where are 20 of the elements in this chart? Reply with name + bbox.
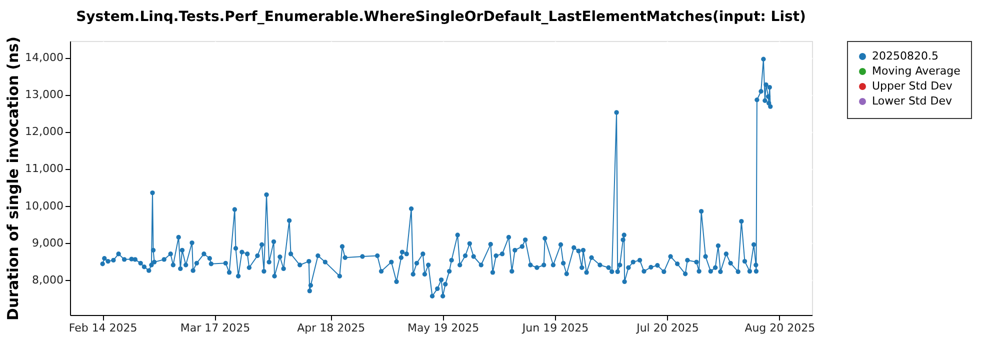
- x-tick-label: Aug 20 2025: [744, 322, 816, 334]
- y-tick-label: 10,000: [25, 199, 64, 212]
- x-tick-label: May 19 2025: [407, 322, 480, 334]
- y-tick-label: 13,000: [25, 88, 64, 102]
- y-tick-label: 11,000: [25, 162, 64, 176]
- legend-label: 20250820.5: [872, 50, 938, 62]
- legend-label: Lower Std Dev: [872, 94, 952, 108]
- x-tick-label: Apr 18 2025: [297, 322, 366, 334]
- y-tick-label: 8,000: [32, 273, 64, 286]
- x-tick-label: Jun 19 2025: [521, 322, 589, 334]
- y-tick-label: 12,000: [25, 125, 64, 138]
- x-tick-label: Mar 17 2025: [180, 322, 250, 334]
- legend-label: Moving Average: [872, 64, 961, 78]
- chart-title: System.Linq.Tests.Perf_Enumerable.WhereSingleOrDefault_LastElementMatches(input: List): [76, 9, 806, 25]
- x-tick-label: Feb 14 2025: [68, 322, 138, 334]
- y-tick-label: 9,000: [32, 236, 64, 250]
- y-tick-label: 14,000: [25, 51, 64, 64]
- x-tick-label: Jul 20 2025: [636, 322, 699, 334]
- legend-label: Upper Std Dev: [872, 80, 953, 92]
- y-axis-title: Duration of single invocation (ns): [4, 36, 22, 320]
